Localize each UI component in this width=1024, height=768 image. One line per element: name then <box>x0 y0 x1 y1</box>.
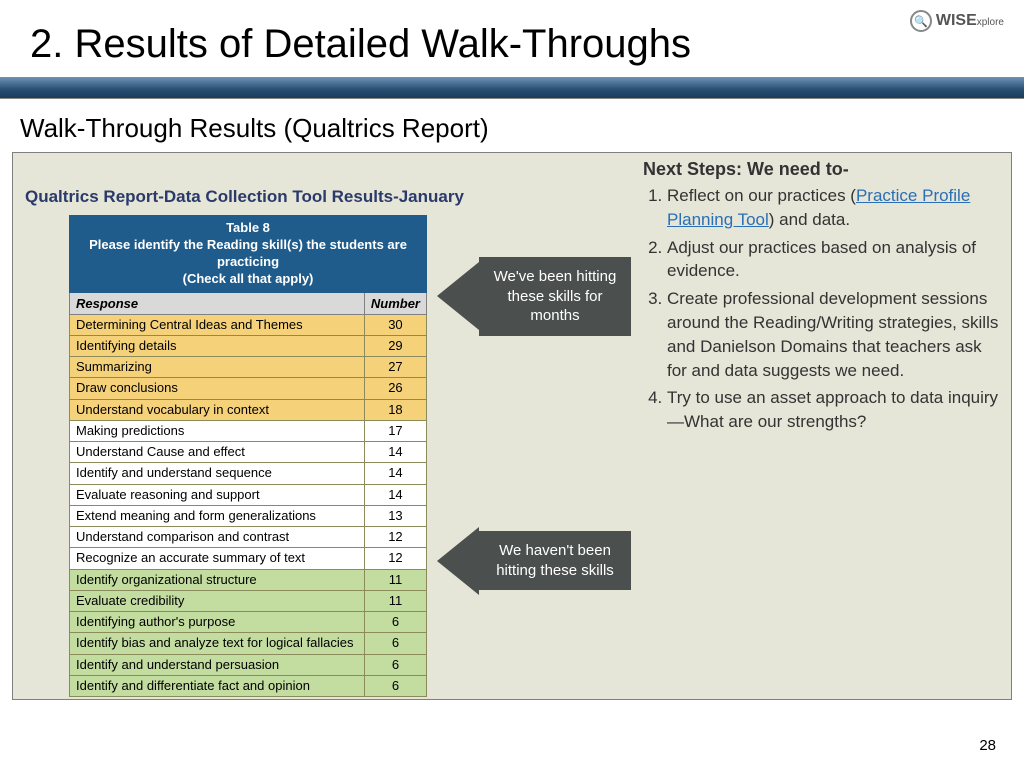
table-row: Evaluate credibility11 <box>70 590 427 611</box>
table-row: Summarizing27 <box>70 357 427 378</box>
cell-number: 14 <box>364 463 426 484</box>
cell-number: 11 <box>364 569 426 590</box>
cell-number: 14 <box>364 442 426 463</box>
table-row: Recognize an accurate summary of text12 <box>70 548 427 569</box>
cell-number: 14 <box>364 484 426 505</box>
magnifier-icon: 🔍 <box>910 10 932 32</box>
table-row: Identify and understand persuasion6 <box>70 654 427 675</box>
table-row: Extend meaning and form generalizations1… <box>70 505 427 526</box>
next-step-1: Reflect on our practices (Practice Profi… <box>667 184 1003 232</box>
cell-response: Identify organizational structure <box>70 569 365 590</box>
table-caption: Table 8 Please identify the Reading skil… <box>70 216 427 293</box>
cell-response: Understand comparison and contrast <box>70 527 365 548</box>
logo-text: WISExplore <box>936 12 1004 30</box>
cell-number: 6 <box>364 654 426 675</box>
content-panel: Qualtrics Report-Data Collection Tool Re… <box>12 152 1012 700</box>
cell-response: Identify and understand persuasion <box>70 654 365 675</box>
cell-number: 13 <box>364 505 426 526</box>
cell-number: 12 <box>364 527 426 548</box>
cell-number: 11 <box>364 590 426 611</box>
cell-response: Draw conclusions <box>70 378 365 399</box>
cell-number: 18 <box>364 399 426 420</box>
table-row: Identifying details29 <box>70 335 427 356</box>
table-row: Understand vocabulary in context18 <box>70 399 427 420</box>
report-title: Qualtrics Report-Data Collection Tool Re… <box>25 187 464 207</box>
table-row: Identify and understand sequence14 <box>70 463 427 484</box>
wise-explore-logo: 🔍 WISExplore <box>910 10 1004 32</box>
cell-response: Extend meaning and form generalizations <box>70 505 365 526</box>
cell-number: 6 <box>364 675 426 696</box>
table-row: Evaluate reasoning and support14 <box>70 484 427 505</box>
cell-response: Evaluate reasoning and support <box>70 484 365 505</box>
cell-response: Recognize an accurate summary of text <box>70 548 365 569</box>
next-steps-heading: Next Steps: We need to- <box>643 159 1003 180</box>
cell-response: Identify and differentiate fact and opin… <box>70 675 365 696</box>
qualtrics-table: Table 8 Please identify the Reading skil… <box>69 215 427 697</box>
cell-response: Summarizing <box>70 357 365 378</box>
table-row: Draw conclusions26 <box>70 378 427 399</box>
cell-response: Evaluate credibility <box>70 590 365 611</box>
table-row: Identify organizational structure11 <box>70 569 427 590</box>
cell-number: 6 <box>364 633 426 654</box>
cell-response: Understand Cause and effect <box>70 442 365 463</box>
table-row: Making predictions17 <box>70 420 427 441</box>
slide-subtitle: Walk-Through Results (Qualtrics Report) <box>0 99 1024 152</box>
cell-response: Determining Central Ideas and Themes <box>70 314 365 335</box>
cell-response: Identifying details <box>70 335 365 356</box>
cell-response: Identifying author's purpose <box>70 612 365 633</box>
next-steps-panel: Next Steps: We need to- Reflect on our p… <box>643 159 1003 438</box>
cell-number: 17 <box>364 420 426 441</box>
callout-bottom: We haven't been hitting these skills <box>479 531 631 590</box>
cell-number: 26 <box>364 378 426 399</box>
next-step-2: Adjust our practices based on analysis o… <box>667 236 1003 284</box>
table-row: Identifying author's purpose6 <box>70 612 427 633</box>
cell-number: 27 <box>364 357 426 378</box>
page-number: 28 <box>979 737 996 754</box>
cell-response: Identify bias and analyze text for logic… <box>70 633 365 654</box>
table-row: Identify and differentiate fact and opin… <box>70 675 427 696</box>
cell-response: Identify and understand sequence <box>70 463 365 484</box>
cell-response: Making predictions <box>70 420 365 441</box>
arrow-left-icon <box>437 527 479 595</box>
cell-response: Understand vocabulary in context <box>70 399 365 420</box>
cell-number: 29 <box>364 335 426 356</box>
callout-top: We've been hitting these skills for mont… <box>479 257 631 336</box>
arrow-left-icon <box>437 262 479 330</box>
cell-number: 6 <box>364 612 426 633</box>
table-row: Determining Central Ideas and Themes30 <box>70 314 427 335</box>
col-response: Response <box>70 292 365 314</box>
slide-header: 2. Results of Detailed Walk-Throughs <box>0 0 1024 77</box>
next-step-4: Try to use an asset approach to data inq… <box>667 386 1003 434</box>
next-step-3: Create professional development sessions… <box>667 287 1003 382</box>
col-number: Number <box>364 292 426 314</box>
cell-number: 30 <box>364 314 426 335</box>
cell-number: 12 <box>364 548 426 569</box>
table-column-headers: Response Number <box>70 292 427 314</box>
divider-bar <box>0 77 1024 99</box>
slide-title: 2. Results of Detailed Walk-Throughs <box>30 22 994 67</box>
table-row: Understand Cause and effect14 <box>70 442 427 463</box>
table-row: Understand comparison and contrast12 <box>70 527 427 548</box>
table-row: Identify bias and analyze text for logic… <box>70 633 427 654</box>
